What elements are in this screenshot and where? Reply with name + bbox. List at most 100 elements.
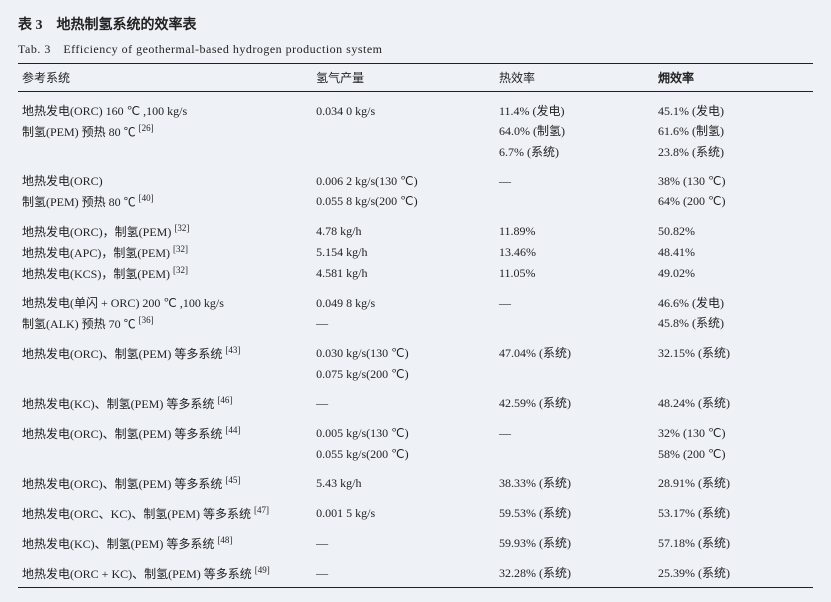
table-row: 地热发电(ORC)、制氢(PEM) 等多系统 [44]0.005 kg/s(13…: [18, 414, 813, 444]
table-row: 地热发电(ORC)，制氢(PEM) [32]4.78 kg/h11.89%50.…: [18, 212, 813, 242]
cell-c4: 32% (130 ℃): [654, 414, 813, 444]
citation-superscript: [40]: [139, 193, 154, 203]
cell-c1: 地热发电(ORC): [18, 162, 312, 191]
cell-c4: 48.41%: [654, 242, 813, 263]
cell-c2: 5.43 kg/h: [312, 464, 495, 494]
cell-text: 地热发电(ORC、KC)、制氢(PEM) 等多系统: [22, 507, 254, 521]
cell-c3: 32.28% (系统): [495, 554, 654, 588]
citation-superscript: [32]: [173, 244, 188, 254]
cell-text: 地热发电(APC)，制氢(PEM): [22, 246, 173, 260]
cell-c4: 38% (130 ℃): [654, 162, 813, 191]
cell-c1: 制氢(PEM) 预热 80 ℃ [40]: [18, 191, 312, 212]
table-row: 地热发电(ORC)、制氢(PEM) 等多系统 [43]0.030 kg/s(13…: [18, 334, 813, 364]
cell-c3: 42.59% (系统): [495, 384, 654, 414]
table-header-row: 参考系统 氢气产量 热效率 㶲效率: [18, 64, 813, 92]
cell-c2: 0.049 8 kg/s: [312, 284, 495, 313]
cell-c3: —: [495, 284, 654, 313]
table-row: 地热发电(ORC + KC)、制氢(PEM) 等多系统 [49]—32.28% …: [18, 554, 813, 588]
cell-c2: [312, 121, 495, 142]
cell-c1: [18, 364, 312, 384]
cell-c3: 38.33% (系统): [495, 464, 654, 494]
cell-c1: 地热发电(单闪 + ORC) 200 ℃ ,100 kg/s: [18, 284, 312, 313]
cell-c4: [654, 364, 813, 384]
table-row: 地热发电(ORC) 160 ℃ ,100 kg/s0.034 0 kg/s11.…: [18, 92, 813, 122]
cell-c4: 49.02%: [654, 263, 813, 284]
cell-c3: 59.53% (系统): [495, 494, 654, 524]
table-row: 地热发电(ORC、KC)、制氢(PEM) 等多系统 [47]0.001 5 kg…: [18, 494, 813, 524]
cell-c4: 28.91% (系统): [654, 464, 813, 494]
citation-superscript: [47]: [254, 505, 269, 515]
cell-c1: 地热发电(ORC)、制氢(PEM) 等多系统 [43]: [18, 334, 312, 364]
cell-c1: 地热发电(KC)、制氢(PEM) 等多系统 [48]: [18, 524, 312, 554]
cell-text: 地热发电(KC)、制氢(PEM) 等多系统: [22, 397, 217, 411]
table-title-cn: 表 3 地热制氢系统的效率表: [18, 14, 813, 34]
cell-c2: 0.055 kg/s(200 ℃): [312, 444, 495, 464]
cell-c3: —: [495, 162, 654, 191]
cell-text: 制氢(ALK) 预热 70 ℃: [22, 317, 139, 331]
citation-superscript: [45]: [225, 475, 240, 485]
cell-c1: [18, 142, 312, 162]
cell-c3: [495, 444, 654, 464]
citation-superscript: [49]: [255, 565, 270, 575]
cell-c1: 制氢(ALK) 预热 70 ℃ [36]: [18, 313, 312, 334]
cell-c2: —: [312, 524, 495, 554]
col-header-system: 参考系统: [18, 64, 312, 92]
cell-text: 地热发电(ORC)、制氢(PEM) 等多系统: [22, 347, 225, 361]
cell-c1: [18, 444, 312, 464]
cell-c2: 0.055 8 kg/s(200 ℃): [312, 191, 495, 212]
cell-text: 地热发电(KCS)，制氢(PEM): [22, 267, 173, 281]
cell-c2: 0.075 kg/s(200 ℃): [312, 364, 495, 384]
table-row: 地热发电(KCS)，制氢(PEM) [32]4.581 kg/h11.05%49…: [18, 263, 813, 284]
cell-c3: [495, 191, 654, 212]
table-row: 地热发电(KC)、制氢(PEM) 等多系统 [48]—59.93% (系统)57…: [18, 524, 813, 554]
cell-c4: 32.15% (系统): [654, 334, 813, 364]
cell-c2: 4.78 kg/h: [312, 212, 495, 242]
cell-c1: 地热发电(ORC)、制氢(PEM) 等多系统 [44]: [18, 414, 312, 444]
cell-c2: 0.001 5 kg/s: [312, 494, 495, 524]
cell-c1: 地热发电(ORC、KC)、制氢(PEM) 等多系统 [47]: [18, 494, 312, 524]
table-row: 制氢(PEM) 预热 80 ℃ [26]64.0% (制氢)61.6% (制氢): [18, 121, 813, 142]
cell-c1: 地热发电(ORC)、制氢(PEM) 等多系统 [45]: [18, 464, 312, 494]
citation-superscript: [46]: [217, 395, 232, 405]
cell-c4: 64% (200 ℃): [654, 191, 813, 212]
table-row: 地热发电(APC)，制氢(PEM) [32]5.154 kg/h13.46%48…: [18, 242, 813, 263]
citation-superscript: [43]: [225, 345, 240, 355]
cell-c4: 53.17% (系统): [654, 494, 813, 524]
cell-c1: 地热发电(KCS)，制氢(PEM) [32]: [18, 263, 312, 284]
col-header-exergy-eff: 㶲效率: [654, 64, 813, 92]
efficiency-table: 参考系统 氢气产量 热效率 㶲效率 地热发电(ORC) 160 ℃ ,100 k…: [18, 63, 813, 588]
table-title-en: Tab. 3 Efficiency of geothermal-based hy…: [18, 40, 813, 57]
table-row: 0.075 kg/s(200 ℃): [18, 364, 813, 384]
col-header-h2-yield: 氢气产量: [312, 64, 495, 92]
citation-superscript: [48]: [217, 535, 232, 545]
cell-c4: 45.1% (发电): [654, 92, 813, 122]
citation-superscript: [44]: [225, 425, 240, 435]
cell-c3: 11.4% (发电): [495, 92, 654, 122]
cell-c3: 6.7% (系统): [495, 142, 654, 162]
cell-c1: 地热发电(KC)、制氢(PEM) 等多系统 [46]: [18, 384, 312, 414]
cell-c3: [495, 313, 654, 334]
cell-c4: 23.8% (系统): [654, 142, 813, 162]
table-row: 制氢(PEM) 预热 80 ℃ [40]0.055 8 kg/s(200 ℃) 6…: [18, 191, 813, 212]
cell-c3: 59.93% (系统): [495, 524, 654, 554]
cell-text: 地热发电(ORC)，制氢(PEM): [22, 225, 174, 239]
cell-c4: 50.82%: [654, 212, 813, 242]
table-row: 地热发电(ORC)、制氢(PEM) 等多系统 [45]5.43 kg/h38.3…: [18, 464, 813, 494]
table-row: 地热发电(单闪 + ORC) 200 ℃ ,100 kg/s0.049 8 kg…: [18, 284, 813, 313]
cell-c2: 0.006 2 kg/s(130 ℃): [312, 162, 495, 191]
cell-c4: 46.6% (发电): [654, 284, 813, 313]
table-row: 制氢(ALK) 预热 70 ℃ [36]—45.8% (系统): [18, 313, 813, 334]
cell-c2: 0.030 kg/s(130 ℃): [312, 334, 495, 364]
cell-c2: —: [312, 554, 495, 588]
cell-c4: 25.39% (系统): [654, 554, 813, 588]
cell-c3: —: [495, 414, 654, 444]
cell-c2: 0.005 kg/s(130 ℃): [312, 414, 495, 444]
cell-c1: 地热发电(ORC)，制氢(PEM) [32]: [18, 212, 312, 242]
cell-c3: 11.89%: [495, 212, 654, 242]
cell-c4: 45.8% (系统): [654, 313, 813, 334]
cell-c1: 地热发电(ORC + KC)、制氢(PEM) 等多系统 [49]: [18, 554, 312, 588]
citation-superscript: [36]: [139, 315, 154, 325]
cell-c3: 11.05%: [495, 263, 654, 284]
cell-text: 地热发电(ORC + KC)、制氢(PEM) 等多系统: [22, 567, 255, 581]
cell-c2: 0.034 0 kg/s: [312, 92, 495, 122]
